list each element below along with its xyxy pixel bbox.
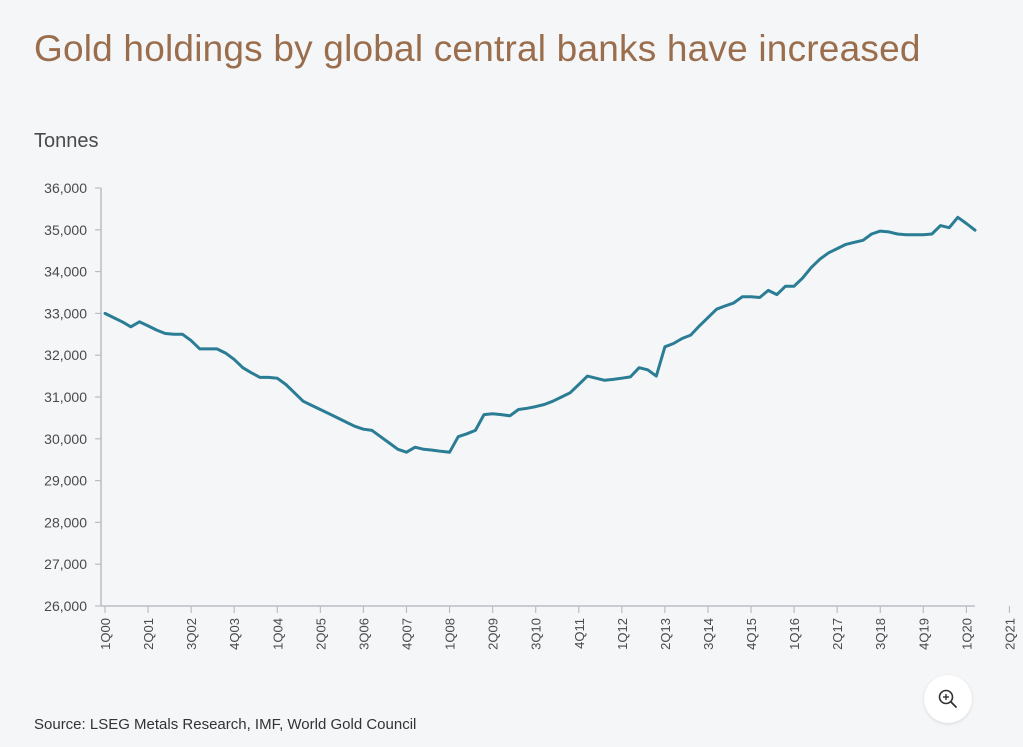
y-tick-label: 36,000 (44, 180, 87, 196)
x-tick-label: 1Q12 (615, 618, 630, 650)
y-tick-label: 30,000 (44, 431, 87, 447)
y-tick-label: 35,000 (44, 222, 87, 238)
x-tick-label: 3Q02 (184, 618, 199, 650)
y-tick-label: 32,000 (44, 347, 87, 363)
zoom-button[interactable] (924, 675, 972, 723)
series-group (103, 215, 977, 454)
page-title: Gold holdings by global central banks ha… (34, 28, 921, 69)
x-tick-label: 1Q16 (787, 618, 802, 650)
x-tick-label: 1Q08 (443, 618, 458, 650)
x-tick-label: 2Q01 (141, 618, 156, 650)
x-tick-label: 3Q18 (873, 618, 888, 650)
y-tick-label: 31,000 (44, 389, 87, 405)
x-tick-label: 3Q10 (529, 618, 544, 650)
x-tick-label: 1Q00 (98, 618, 113, 650)
y-tick-label: 33,000 (44, 305, 87, 321)
x-tick-label: 4Q15 (744, 618, 759, 650)
x-tick-label: 3Q14 (701, 618, 716, 650)
x-tick-label: 2Q13 (658, 618, 673, 650)
x-tick-label: 4Q11 (572, 618, 587, 649)
x-tick-label: 3Q06 (356, 618, 371, 650)
x-tick-label: 1Q20 (959, 618, 974, 650)
y-tick-label: 34,000 (44, 264, 87, 280)
x-tick-label: 4Q07 (399, 618, 414, 650)
y-tick-label: 27,000 (44, 556, 87, 572)
source-note: Source: LSEG Metals Research, IMF, World… (34, 716, 417, 733)
x-tick-label: 2Q05 (313, 618, 328, 650)
x-tick-label: 2Q17 (830, 618, 845, 650)
series-line (103, 215, 977, 454)
x-tick-label: 4Q19 (916, 618, 931, 650)
x-tick-label: 4Q03 (227, 618, 242, 650)
y-tick-label: 29,000 (44, 473, 87, 489)
x-tick-label: 1Q04 (270, 618, 285, 650)
zoom-in-icon (938, 689, 957, 708)
x-axis: 1Q00 2Q01 3Q02 4Q03 1Q04 2Q05 3Q06 4Q07 1Q08 2Q09… (98, 605, 1017, 650)
y-tick-label: 26,000 (44, 598, 87, 614)
x-tick-label: 2Q21 (1002, 618, 1017, 650)
x-tick-label: 2Q09 (486, 618, 501, 650)
y-axis: 26,000 27,000 28,000 29,000 30,000 31,000 32,0… (44, 180, 102, 614)
y-tick-label: 28,000 (44, 514, 87, 530)
y-axis-units-label: Tonnes (34, 130, 99, 152)
